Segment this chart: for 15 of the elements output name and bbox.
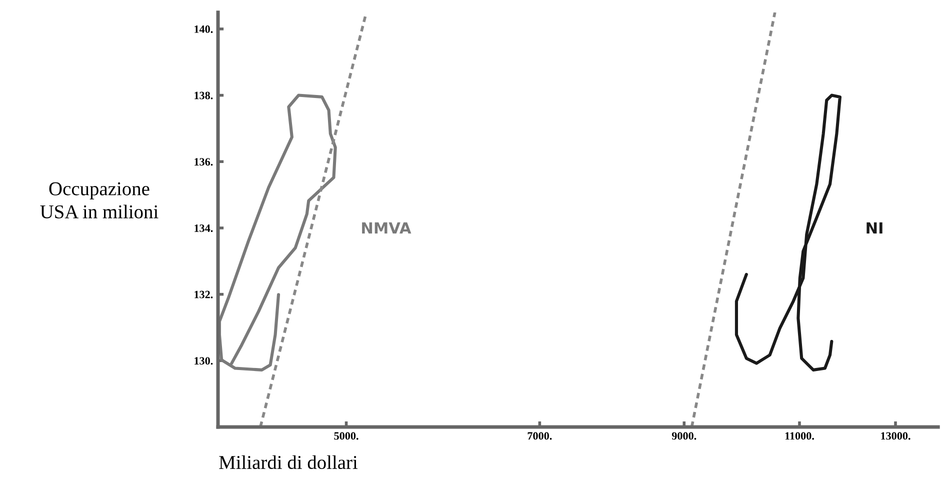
x-tick-label: 7000. bbox=[528, 432, 552, 440]
y-tick-label: 132. bbox=[194, 290, 213, 298]
y-tick-label: 130. bbox=[194, 357, 213, 365]
y-tick-label: 136. bbox=[194, 158, 213, 166]
x-tick-label: 11000. bbox=[785, 432, 814, 440]
y-tick-label: 138. bbox=[194, 92, 213, 100]
x-tick-label: 13000. bbox=[881, 432, 910, 440]
x-tick-label: 5000. bbox=[334, 432, 358, 440]
y-tick-label: 134. bbox=[194, 224, 213, 232]
text: NI bbox=[866, 222, 882, 234]
x-tick-label: 9000. bbox=[672, 432, 696, 440]
x-axis-title: Miliardi di dollari bbox=[219, 455, 358, 470]
y-axis-title: Occupazione USA in milioni bbox=[40, 182, 158, 218]
y-tick-label: 140. bbox=[194, 25, 213, 33]
text: NMVA bbox=[362, 222, 412, 234]
